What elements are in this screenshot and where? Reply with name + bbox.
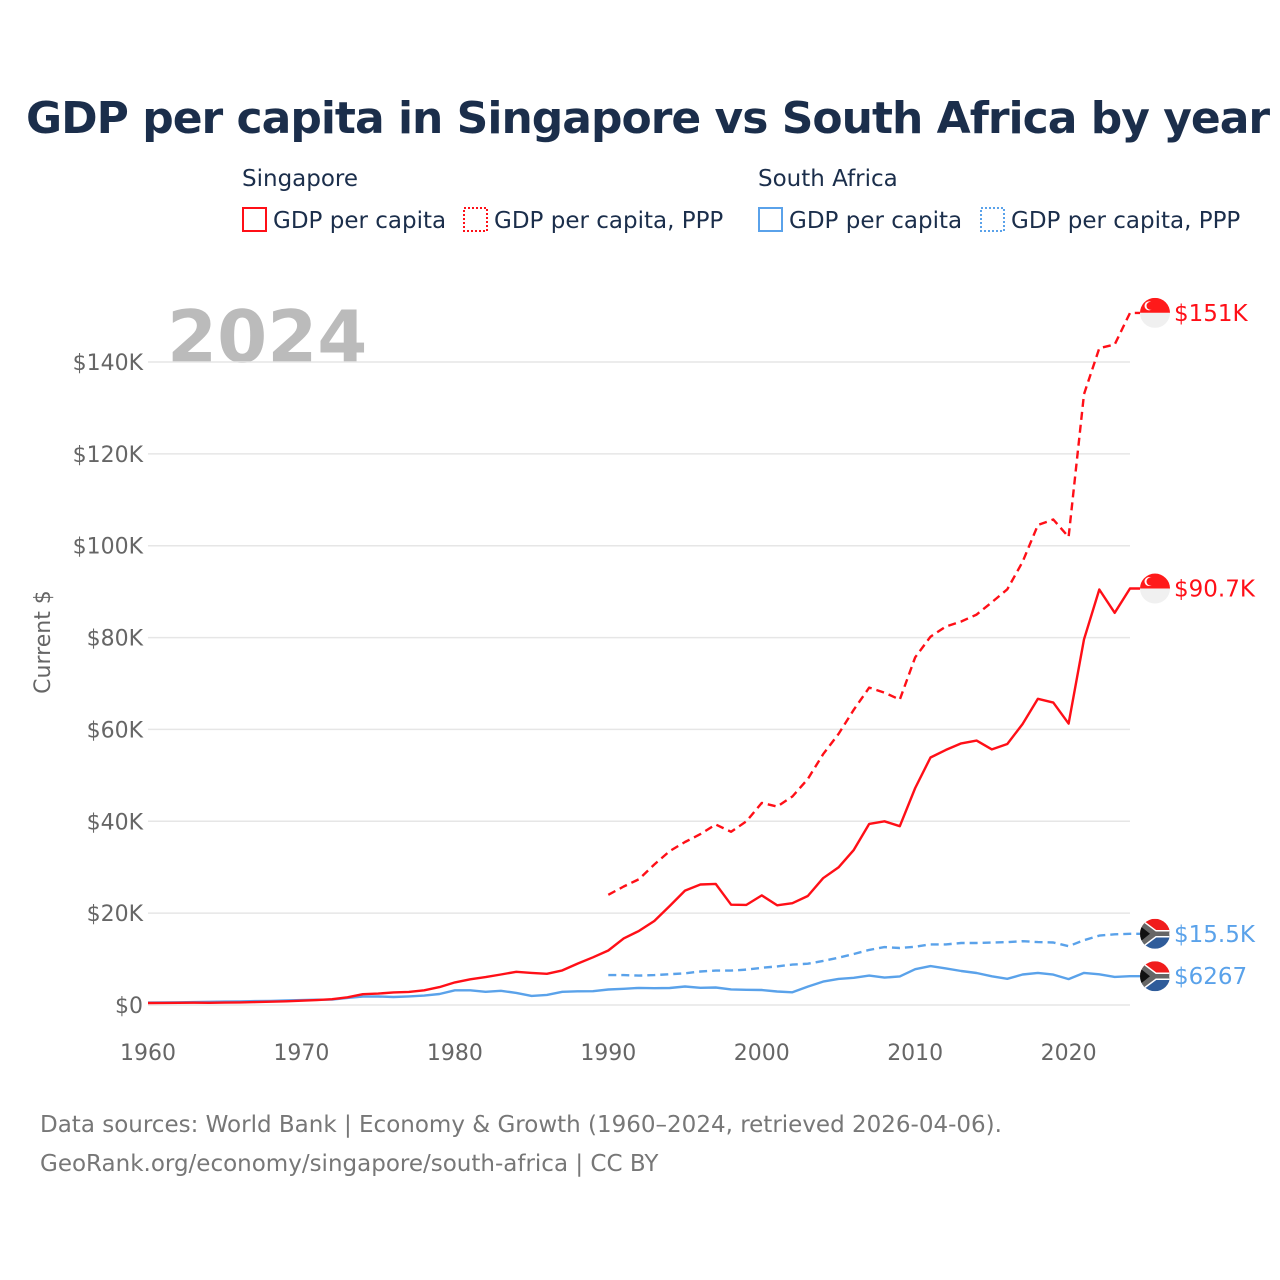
south-africa-flag-icon [1140,918,1170,949]
legend-swatch-za-ppp [980,207,1005,232]
legend-group-south-africa: South Africa [758,166,898,192]
flag-red [1140,297,1170,313]
singapore-flag-icon [1140,297,1170,328]
series-line-south-africa-gdp-per-capita [147,964,1140,1004]
legend-sg-ppp[interactable]: GDP per capita, PPP [494,208,723,234]
end-marker [1140,297,1170,328]
crescent-cut [1146,301,1155,310]
flag-white [1140,588,1170,604]
south-africa-flag-icon [1140,961,1170,992]
end-value-label: $6267 [1174,964,1247,990]
y-tick-label: $60K [87,718,144,743]
end-marker [1140,918,1170,949]
series-line-singapore-gdp-per-capita [147,587,1140,1005]
x-tick-label: 1990 [580,1041,636,1066]
series-line-singapore-gdp-per-capita-ppp [607,311,1140,896]
crescent-cut [1146,577,1155,586]
series-line-south-africa-gdp-per-capita-ppp [608,932,1140,977]
y-tick-label: $140K [73,351,144,376]
legend-group-singapore: Singapore [242,166,358,192]
end-marker [1140,573,1170,604]
legend-swatch-za-gdp [758,207,783,232]
y-tick-label: $40K [87,810,144,835]
y-axis-label: Current $ [31,590,56,694]
chart-title: GDP per capita in Singapore vs South Afr… [26,93,1270,144]
source-line-2[interactable]: GeoRank.org/economy/singapore/south-afri… [40,1151,659,1177]
flag-pall [1140,961,1170,992]
legend-za-gdp[interactable]: GDP per capita [789,208,962,234]
x-tick-label: 1980 [427,1041,483,1066]
flag-black [1140,925,1150,942]
end-value-label: $151K [1174,301,1249,327]
x-tick-label: 2000 [734,1041,790,1066]
y-tick-label: $120K [73,443,144,468]
flag-red [1140,573,1170,589]
end-value-label: $15.5K [1174,922,1256,948]
x-tick-label: 2020 [1041,1041,1097,1066]
flag-black [1140,968,1150,985]
end-marker [1140,961,1170,992]
y-tick-label: $100K [73,535,144,560]
y-tick-label: $20K [87,902,144,927]
year-watermark: 2024 [167,295,367,379]
legend-za-ppp[interactable]: GDP per capita, PPP [1011,208,1240,234]
flag-white [1140,312,1170,328]
y-tick-label: $80K [87,627,144,652]
legend-sg-gdp[interactable]: GDP per capita [273,208,446,234]
end-value-label: $90.7K [1174,577,1256,603]
y-tick-label: $0 [115,994,143,1019]
legend-swatch-sg-ppp [463,207,488,232]
x-tick-label: 1970 [273,1041,329,1066]
flag-pall [1140,918,1170,949]
legend: Singapore GDP per capita GDP per capita,… [242,166,1240,234]
x-tick-label: 1960 [120,1041,176,1066]
singapore-flag-icon [1140,573,1170,604]
legend-swatch-sg-gdp [242,207,267,232]
source-line-1: Data sources: World Bank | Economy & Gro… [40,1112,1002,1138]
x-tick-label: 2010 [887,1041,943,1066]
